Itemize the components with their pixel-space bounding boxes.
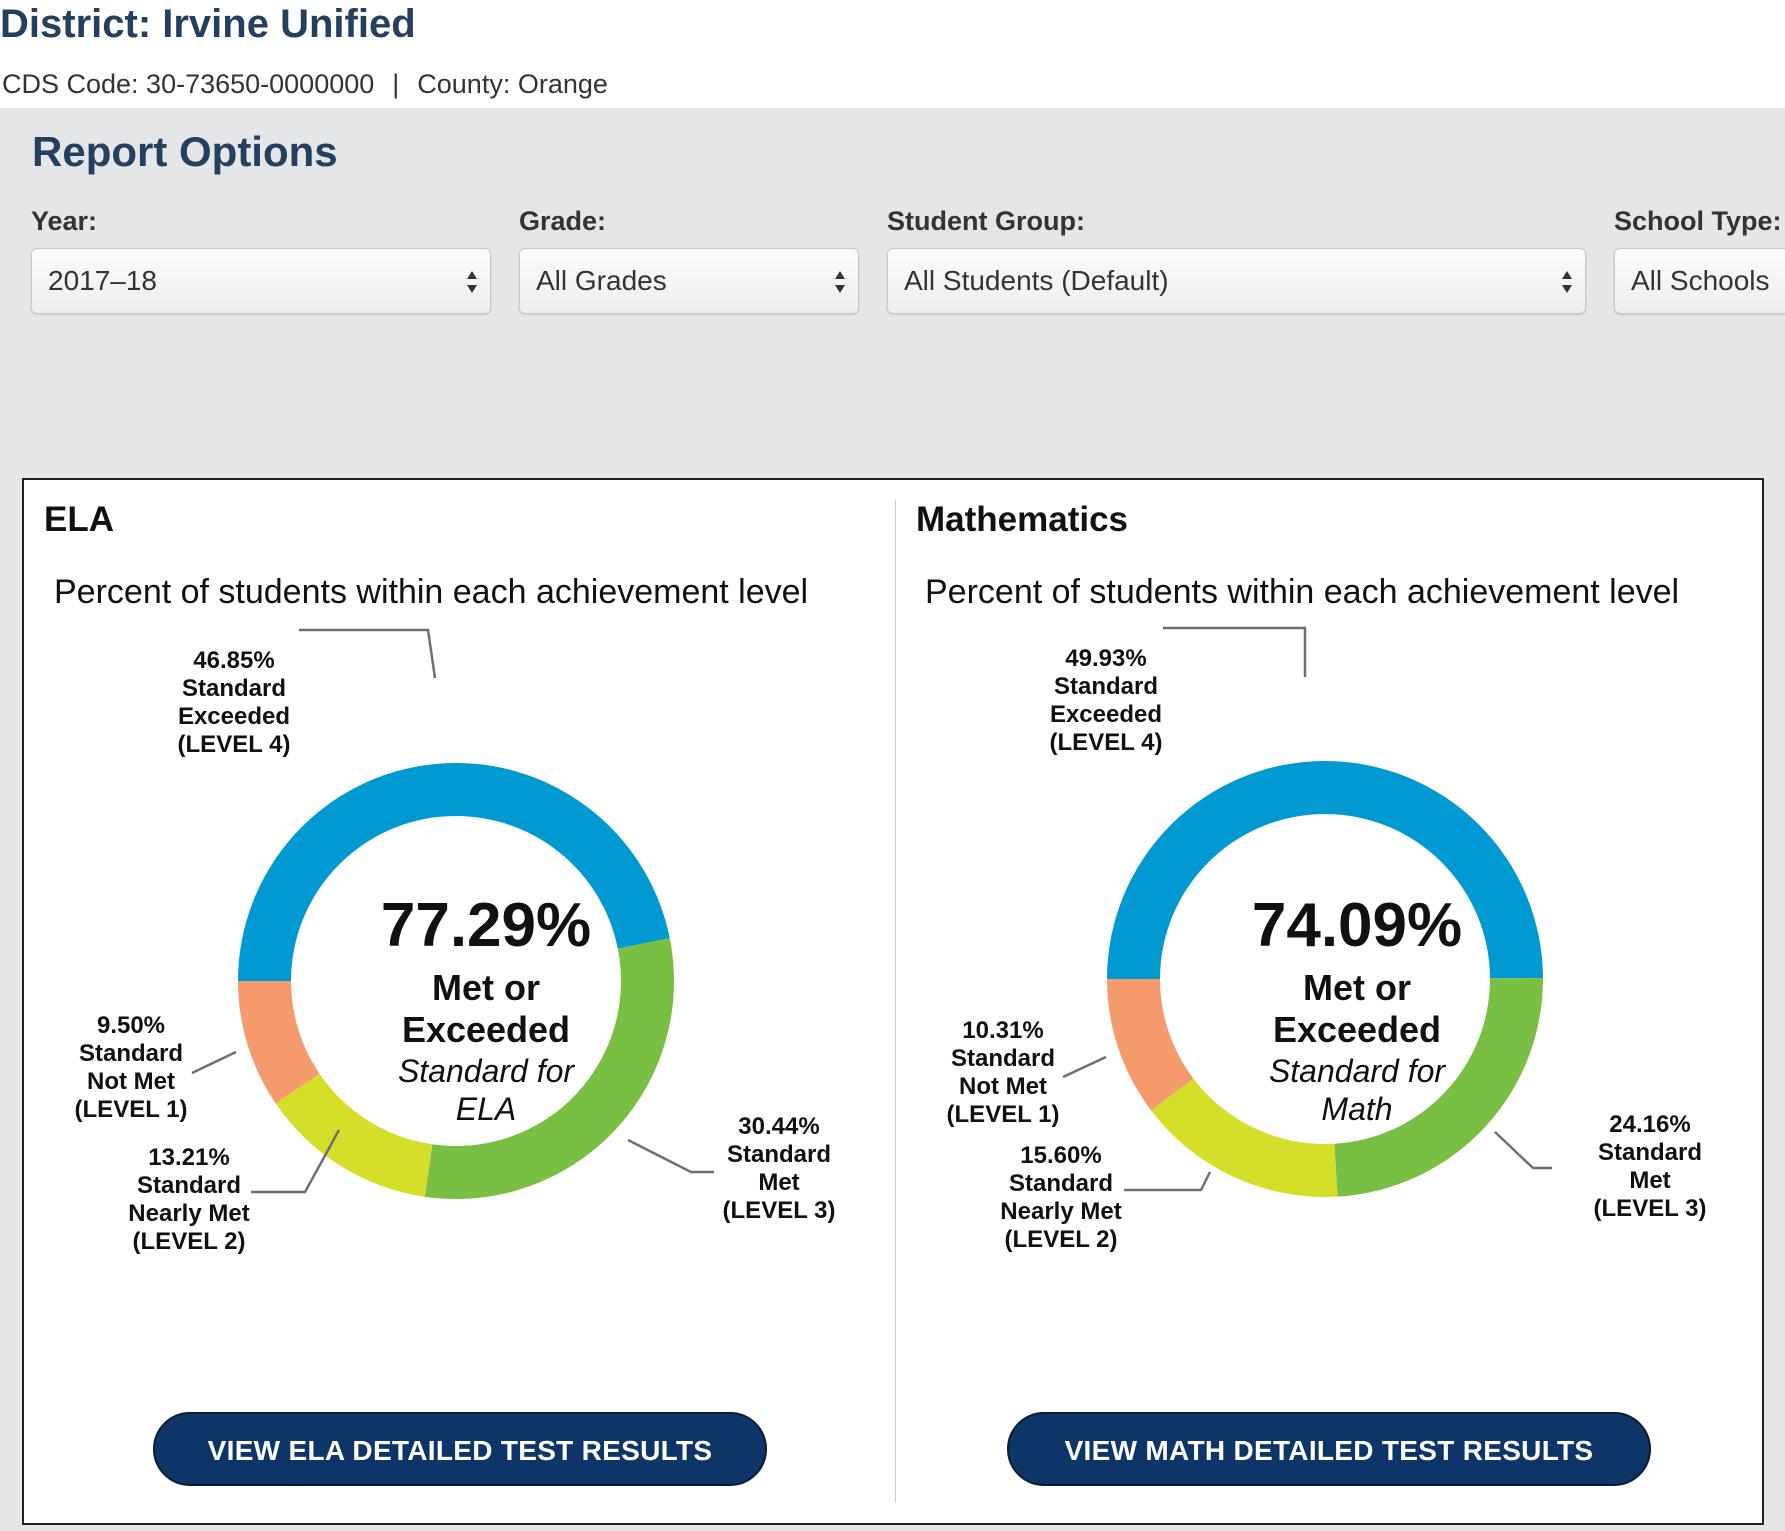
segment-nearly-met [275,1073,433,1197]
data-label: (LEVEL 1) [946,1101,1060,1128]
data-label: Standard [1053,673,1158,700]
math-label-met: 24.16% Standard Met (LEVEL 3) [1575,1111,1725,1223]
grade-select-value: All Grades [536,265,667,296]
year-select-value: 2017–18 [48,265,158,296]
grade-label: Grade: [519,206,607,236]
segment-exceeded [238,763,670,981]
ela-std-line1: Standard for [397,1053,575,1089]
cds-code: CDS Code: 30-73650-0000000 [2,69,375,99]
data-label: Exceeded [177,703,291,730]
ela-met-exceeded-percent: 77.29% [380,891,592,960]
ela-donut-chart [191,628,714,1199]
view-ela-results-button[interactable]: VIEW ELA DETAILED TEST RESULTS [153,1412,767,1486]
data-label: Standard [181,675,286,702]
ela-met-line2: Exceeded [401,1009,571,1050]
ela-std-line2: ELA [455,1091,517,1127]
math-chart-subtitle: Percent of students within each achievem… [925,573,1680,611]
page-title: District: Irvine Unified [0,2,416,46]
ela-label-met: 30.44% Standard Met (LEVEL 3) [704,1113,854,1225]
year-select[interactable]: 2017–18 [31,248,491,314]
select-arrows-icon [467,271,477,293]
data-label: 13.21% [148,1144,230,1171]
math-title: Mathematics [916,500,1129,539]
math-center-summary: 74.09% Met or Exceeded Standard for Math [1187,891,1527,1128]
ela-label-nearly-met: 13.21% Standard Nearly Met (LEVEL 2) [104,1144,274,1256]
ela-label-not-met: 9.50% Standard Not Met (LEVEL 1) [56,1012,206,1124]
data-label: 9.50% [96,1012,166,1039]
data-label: (LEVEL 2) [1004,1226,1118,1253]
data-label: Standard [1597,1139,1702,1166]
panel-divider [895,500,896,1502]
leader-line [1062,1055,1107,1079]
segment-not-met [238,981,320,1104]
data-label: 30.44% [738,1113,820,1140]
ela-title: ELA [44,500,114,539]
data-label: (LEVEL 1) [74,1096,188,1123]
data-label: Not Met [959,1073,1047,1100]
math-std-line2: Math [1321,1091,1393,1127]
segment-not-met [1107,979,1194,1111]
leader-line [299,628,437,679]
ela-chart-subtitle: Percent of students within each achievem… [54,573,809,611]
math-met-exceeded-percent: 74.09% [1251,891,1463,960]
leader-line [627,1138,714,1174]
student-group-select[interactable]: All Students (Default) [887,248,1586,314]
data-label: Met [1629,1167,1671,1194]
math-std-line1: Standard for [1268,1053,1446,1089]
leader-line [1124,1171,1212,1192]
year-label: Year: [31,206,98,236]
data-label: Nearly Met [128,1200,250,1227]
math-met-line1: Met or [1303,967,1411,1008]
data-label: Nearly Met [1000,1198,1122,1225]
meta-separator: | [392,69,400,99]
select-arrows-icon [835,271,845,293]
school-type-select-value: All Schools [1631,265,1770,296]
math-label-not-met: 10.31% Standard Not Met (LEVEL 1) [928,1017,1078,1129]
leader-line [191,1050,237,1075]
math-label-nearly-met: 15.60% Standard Nearly Met (LEVEL 2) [976,1142,1146,1254]
view-math-results-button[interactable]: VIEW MATH DETAILED TEST RESULTS [1007,1412,1651,1486]
segment-met [1334,978,1543,1197]
data-label: Standard [950,1045,1055,1072]
data-label: 10.31% [962,1017,1044,1044]
school-type-label: School Type: [1614,206,1782,236]
data-label: Standard [78,1040,183,1067]
leader-line [251,1129,341,1194]
math-label-exceeded: 49.93% Standard Exceeded (LEVEL 4) [1026,645,1186,757]
data-label: 15.60% [1020,1142,1102,1169]
ela-center-summary: 77.29% Met or Exceeded Standard for ELA [316,891,656,1128]
data-label: Standard [1008,1170,1113,1197]
data-label: 49.93% [1065,645,1147,672]
school-type-select[interactable]: All Schools [1614,248,1785,314]
data-label: Exceeded [1049,701,1163,728]
math-met-line2: Exceeded [1272,1009,1442,1050]
student-group-select-value: All Students (Default) [904,265,1169,296]
segment-met [424,938,674,1199]
data-label: Standard [136,1172,241,1199]
data-label: 24.16% [1609,1111,1691,1138]
district-meta: CDS Code: 30-73650-0000000 | County: Orang… [2,64,608,104]
segment-nearly-met [1151,1078,1338,1197]
data-label: Not Met [87,1068,175,1095]
report-options-title: Report Options [32,128,338,175]
data-label: (LEVEL 4) [177,731,291,758]
county: County: Orange [417,69,608,99]
data-label: 46.85% [193,647,275,674]
student-group-label: Student Group: [887,206,1085,236]
data-label: (LEVEL 4) [1049,729,1163,756]
ela-met-line1: Met or [432,967,540,1008]
segment-exceeded [1107,761,1543,979]
data-label: Met [758,1169,800,1196]
math-donut-chart [1062,626,1552,1197]
results-card: ELA Percent of students within each achi… [22,478,1764,1525]
ela-label-exceeded: 46.85% Standard Exceeded (LEVEL 4) [154,647,314,759]
data-label: Standard [726,1141,831,1168]
data-label: (LEVEL 3) [722,1197,836,1224]
data-label: (LEVEL 3) [1593,1195,1707,1222]
leader-line [1163,626,1307,677]
leader-line [1494,1131,1552,1170]
data-label: (LEVEL 2) [132,1228,246,1255]
select-arrows-icon [1562,271,1572,293]
grade-select[interactable]: All Grades [519,248,859,314]
